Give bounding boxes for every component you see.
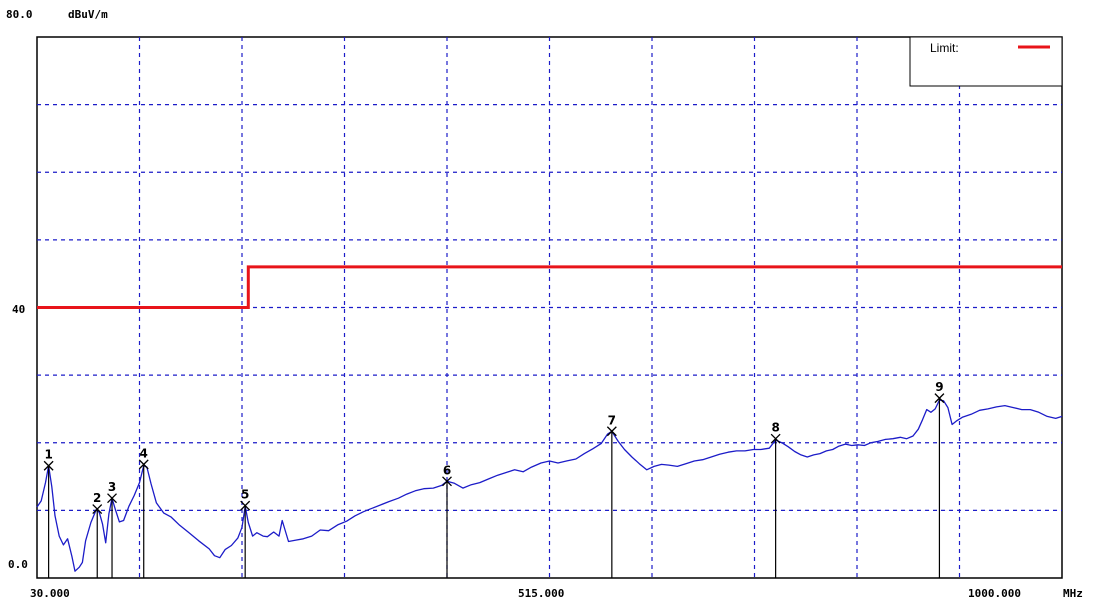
marker-8: 8: [770, 421, 781, 578]
marker-label: 6: [443, 463, 451, 477]
marker-x-icon: [107, 493, 117, 504]
marker-label: 7: [608, 413, 616, 427]
marker-2: 2: [92, 491, 103, 578]
spectrum-trace-group: [36, 399, 1063, 572]
marker-5: 5: [240, 488, 251, 578]
marker-x-icon: [43, 460, 54, 471]
limit-line: [37, 265, 1062, 309]
x-tick-label: 30.000: [30, 587, 70, 600]
marker-label: 9: [935, 380, 943, 394]
marker-1: 1: [43, 448, 54, 578]
marker-label: 2: [93, 491, 101, 505]
marker-9: 9: [934, 380, 945, 578]
marker-label: 3: [108, 480, 116, 494]
marker-x-icon: [240, 500, 251, 511]
marker-x-icon: [606, 426, 617, 437]
spectrum-trace: [36, 399, 1063, 572]
marker-x-icon: [138, 459, 149, 470]
y-tick-label: 0.0: [8, 558, 28, 571]
marker-x-icon: [770, 433, 781, 444]
marker-7: 7: [606, 413, 617, 578]
y-tick-label: 40: [12, 303, 25, 316]
limit-line-group: [37, 265, 1062, 309]
marker-label: 5: [241, 488, 249, 502]
marker-x-icon: [92, 504, 103, 514]
marker-x-icon: [934, 393, 945, 404]
marker-3: 3: [107, 480, 117, 578]
marker-x-icon: [442, 476, 452, 487]
marker-label: 4: [140, 446, 148, 460]
marker-label: 8: [771, 421, 779, 435]
legend-box: [909, 36, 1063, 87]
marker-4: 4: [138, 446, 149, 578]
legend-label-limit: Limit:: [930, 41, 959, 55]
x-tick-label: 515.000: [518, 587, 564, 600]
y-axis-max-label: 80.0: [6, 8, 33, 21]
marker-6: 6: [442, 463, 452, 578]
legend: Limit:: [909, 36, 1063, 87]
x-axis-unit-label: MHz: [1063, 587, 1083, 600]
marker-label: 1: [44, 448, 52, 462]
x-tick-label: 1000.000: [968, 587, 1021, 600]
y-axis-unit-label: dBuV/m: [68, 8, 108, 21]
